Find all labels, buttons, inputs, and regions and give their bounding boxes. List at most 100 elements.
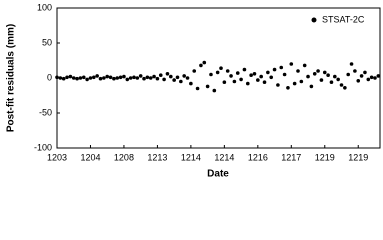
point <box>259 74 263 79</box>
point <box>65 75 69 80</box>
point <box>319 78 324 82</box>
point <box>165 72 170 76</box>
point <box>148 76 153 80</box>
point <box>219 66 223 70</box>
point <box>242 67 247 72</box>
point <box>195 86 200 91</box>
point <box>349 62 354 66</box>
x-tick-label: 1214 <box>181 152 201 162</box>
point <box>333 74 337 79</box>
point <box>339 83 344 87</box>
point <box>266 70 270 75</box>
point <box>118 75 123 80</box>
point <box>326 73 330 77</box>
point <box>245 81 250 86</box>
point <box>306 74 310 79</box>
point <box>249 73 253 77</box>
point <box>158 73 163 77</box>
point <box>55 75 59 80</box>
x-axis-title: Date <box>207 169 229 180</box>
point <box>98 76 103 81</box>
point <box>189 81 193 86</box>
x-tick-label: 1219 <box>348 152 368 162</box>
point <box>229 74 233 78</box>
point <box>346 72 351 77</box>
point <box>71 76 76 80</box>
point <box>175 75 180 80</box>
point <box>78 76 83 80</box>
point <box>302 63 307 68</box>
point <box>276 83 280 87</box>
point <box>272 67 277 72</box>
point <box>182 74 186 78</box>
point <box>262 80 267 84</box>
point <box>95 74 99 78</box>
point <box>75 76 79 81</box>
point <box>282 72 287 77</box>
point <box>179 79 183 84</box>
point <box>215 70 220 75</box>
point <box>105 74 110 79</box>
point <box>108 75 113 80</box>
point <box>68 74 73 79</box>
point <box>212 88 217 93</box>
point <box>132 75 136 80</box>
point <box>185 76 190 80</box>
point <box>92 75 96 80</box>
point <box>336 77 340 82</box>
point <box>162 77 166 82</box>
point <box>102 76 106 80</box>
point <box>296 69 300 73</box>
point <box>256 78 260 82</box>
y-tick-label: -50 <box>39 107 52 117</box>
point <box>322 70 327 75</box>
point <box>279 65 284 70</box>
point <box>152 74 156 79</box>
point <box>61 76 66 81</box>
y-tick-label: 0 <box>47 72 52 82</box>
point <box>366 77 371 82</box>
point <box>309 84 314 89</box>
point <box>353 69 357 73</box>
y-tick-label: -100 <box>34 142 52 152</box>
point <box>289 62 294 66</box>
x-tick-label: 1217 <box>281 152 301 162</box>
y-tick-label: 100 <box>37 2 52 12</box>
point <box>199 63 203 68</box>
x-tick-label: 1219 <box>315 152 335 162</box>
x-tick-label: 1208 <box>114 152 134 162</box>
point <box>369 75 374 80</box>
point <box>145 75 150 80</box>
point <box>359 74 364 78</box>
point <box>135 76 140 80</box>
x-tick-label: 1216 <box>248 152 268 162</box>
point <box>122 74 126 79</box>
point <box>172 78 176 82</box>
point <box>299 79 304 84</box>
point <box>356 79 361 83</box>
point <box>239 77 243 82</box>
point <box>292 81 297 86</box>
point <box>205 84 210 89</box>
point <box>112 76 116 81</box>
point <box>269 75 274 80</box>
point <box>192 69 197 73</box>
point <box>58 76 63 80</box>
legend-label: STSAT-2C <box>322 14 365 24</box>
point <box>376 74 381 78</box>
point <box>343 86 347 90</box>
point <box>169 74 173 79</box>
x-tick-label: 1213 <box>147 152 167 162</box>
point <box>81 75 86 80</box>
point <box>232 79 237 84</box>
x-tick-label: 1203 <box>47 152 67 162</box>
point <box>363 70 367 75</box>
legend-marker <box>311 17 317 23</box>
point <box>252 72 257 76</box>
x-tick-label: 1204 <box>80 152 100 162</box>
x-tick-label: 1214 <box>214 152 234 162</box>
point <box>155 76 160 81</box>
point <box>138 74 143 78</box>
point <box>209 72 213 77</box>
point <box>286 86 290 90</box>
